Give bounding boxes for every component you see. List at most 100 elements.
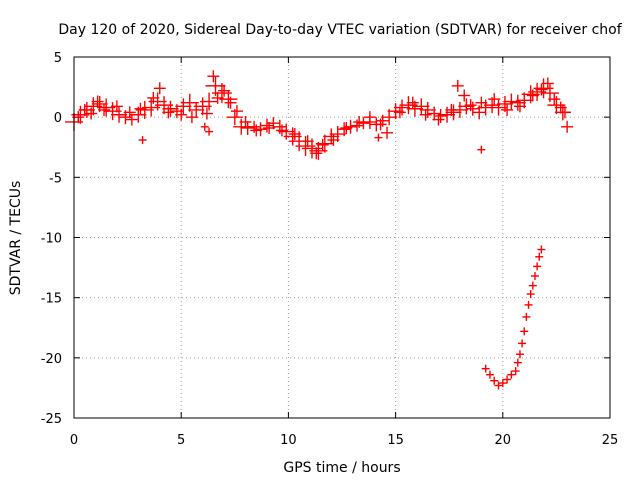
data-point bbox=[526, 290, 535, 299]
data-point bbox=[558, 106, 571, 119]
data-point bbox=[513, 100, 526, 113]
data-point bbox=[451, 79, 464, 92]
data-point bbox=[490, 376, 499, 385]
data-point bbox=[153, 82, 166, 95]
data-point bbox=[503, 93, 520, 110]
data-point bbox=[530, 272, 539, 281]
data-point bbox=[110, 100, 123, 113]
x-axis-label: GPS time / hours bbox=[283, 460, 400, 476]
data-point bbox=[458, 98, 475, 115]
data-point bbox=[464, 99, 477, 112]
data-point bbox=[393, 106, 406, 119]
data-point bbox=[488, 93, 501, 106]
data-point bbox=[363, 111, 376, 124]
data-point bbox=[548, 93, 561, 106]
x-tick-label: 5 bbox=[177, 433, 185, 448]
data-point bbox=[188, 101, 205, 118]
data-point bbox=[498, 379, 507, 388]
plot-frame bbox=[73, 56, 611, 419]
data-point bbox=[207, 70, 220, 83]
data-point bbox=[515, 350, 524, 359]
data-point bbox=[134, 102, 147, 115]
data-point bbox=[535, 252, 544, 261]
data-point bbox=[533, 262, 542, 271]
data-point bbox=[275, 124, 288, 137]
data-point bbox=[520, 327, 529, 336]
data-point bbox=[406, 96, 419, 109]
data-point bbox=[147, 91, 160, 104]
data-point bbox=[427, 106, 442, 121]
data-point bbox=[250, 124, 263, 137]
data-point bbox=[340, 121, 353, 134]
data-point bbox=[323, 128, 340, 145]
data-point bbox=[240, 120, 255, 135]
data-point bbox=[85, 107, 98, 120]
data-point bbox=[175, 98, 192, 115]
y-tick-label: -15 bbox=[41, 292, 62, 307]
data-point bbox=[301, 135, 314, 148]
data-point bbox=[535, 83, 548, 96]
data-point bbox=[200, 92, 219, 111]
data-point bbox=[239, 115, 252, 128]
data-point bbox=[509, 94, 526, 111]
data-point bbox=[185, 111, 198, 124]
data-point bbox=[175, 108, 188, 121]
data-point bbox=[513, 358, 522, 367]
data-point bbox=[78, 103, 91, 116]
data-points bbox=[65, 70, 574, 390]
data-point bbox=[518, 339, 527, 348]
x-tick-label: 20 bbox=[495, 433, 512, 448]
data-point bbox=[432, 113, 445, 126]
y-tick-label: -5 bbox=[49, 171, 62, 186]
data-point bbox=[526, 89, 539, 102]
data-point bbox=[458, 89, 471, 102]
data-point bbox=[477, 145, 486, 154]
data-point bbox=[522, 312, 531, 321]
data-point bbox=[337, 122, 352, 137]
data-point bbox=[419, 108, 432, 121]
y-tick-label: -25 bbox=[41, 412, 62, 427]
y-axis-label: SDTVAR / TECUs bbox=[8, 181, 24, 296]
data-point bbox=[316, 138, 329, 151]
data-point bbox=[524, 300, 533, 309]
data-point bbox=[381, 126, 394, 139]
data-point bbox=[465, 101, 480, 116]
x-tick-labels: 0 5 10 15 20 25 bbox=[70, 433, 618, 448]
data-point bbox=[310, 147, 323, 160]
data-point bbox=[200, 107, 213, 120]
data-point bbox=[494, 381, 503, 390]
data-point bbox=[433, 108, 448, 123]
data-point bbox=[263, 121, 276, 134]
data-point bbox=[200, 122, 209, 131]
data-point bbox=[224, 96, 237, 109]
data-point bbox=[162, 100, 179, 117]
data-point bbox=[123, 106, 136, 119]
data-point bbox=[485, 370, 494, 379]
data-point bbox=[91, 95, 104, 108]
x-tick-label: 10 bbox=[280, 433, 297, 448]
x-tick-label: 15 bbox=[387, 433, 404, 448]
x-tick-label: 0 bbox=[70, 433, 78, 448]
y-tick-labels: -25 -20 -15 -10 -5 0 5 bbox=[41, 51, 62, 427]
data-point bbox=[537, 245, 546, 254]
data-point bbox=[288, 128, 301, 141]
data-point bbox=[475, 96, 488, 109]
data-point bbox=[541, 77, 554, 90]
data-point bbox=[327, 134, 340, 147]
data-point bbox=[387, 103, 404, 120]
data-point bbox=[445, 104, 462, 121]
data-point bbox=[353, 115, 366, 128]
data-point bbox=[503, 375, 512, 384]
data-point bbox=[528, 281, 537, 290]
x-tick-label: 25 bbox=[602, 433, 619, 448]
y-tick-label: 0 bbox=[54, 111, 62, 126]
y-tick-label: -10 bbox=[41, 232, 62, 247]
data-point bbox=[507, 370, 516, 379]
data-point bbox=[490, 99, 507, 116]
data-point bbox=[162, 106, 175, 119]
data-point bbox=[125, 113, 138, 126]
data-point bbox=[413, 98, 430, 115]
data-point bbox=[374, 133, 383, 142]
chart-title: Day 120 of 2020, Sidereal Day-to-day VTE… bbox=[58, 22, 622, 38]
